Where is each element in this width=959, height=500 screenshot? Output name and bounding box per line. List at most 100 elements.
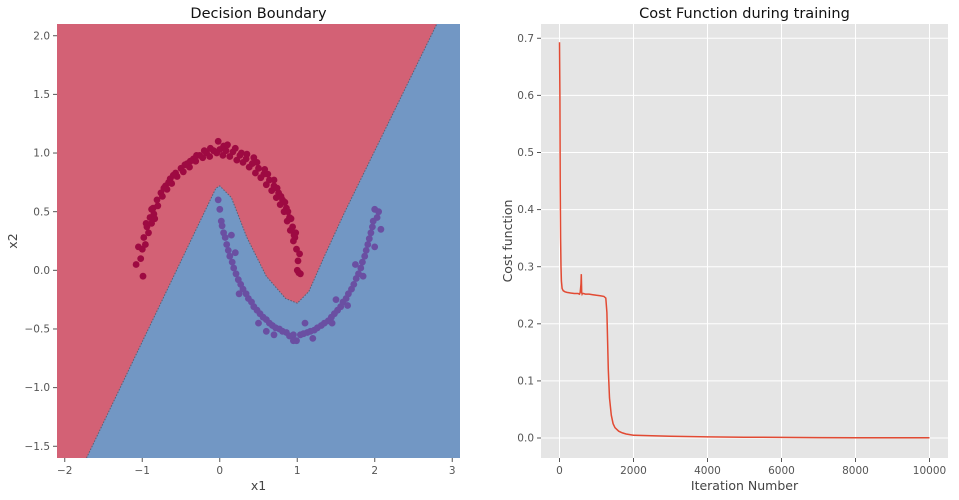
- class-1-point: [314, 324, 321, 332]
- x-tick-label: 0: [216, 465, 223, 477]
- class-0-point: [239, 159, 247, 166]
- class-0-point: [273, 184, 281, 192]
- class-0-point: [270, 176, 278, 184]
- class-1-point: [328, 313, 335, 321]
- class-0-point: [139, 272, 147, 280]
- class-1-point: [350, 281, 358, 288]
- class-0-point: [233, 156, 241, 164]
- class-1-point: [375, 208, 382, 216]
- class-0-point: [132, 261, 140, 268]
- class-1-point: [216, 205, 224, 213]
- class-1-point: [272, 324, 279, 332]
- class-1-point: [232, 270, 240, 278]
- y-tick-label: −1.0: [25, 382, 51, 394]
- class-0-point: [281, 198, 289, 206]
- class-0-point: [142, 220, 150, 227]
- x-axis-label: Iteration Number: [691, 478, 799, 493]
- class-1-point: [253, 306, 261, 314]
- x-tick-label: 1: [294, 465, 301, 477]
- y-tick-label: 1.0: [33, 148, 50, 160]
- class-0-point: [214, 137, 222, 145]
- x-tick-label: 8000: [842, 465, 869, 477]
- class-0-point: [151, 215, 159, 223]
- y-tick-label: 0.4: [517, 204, 534, 216]
- class-0-point: [169, 171, 177, 179]
- class-1-point: [262, 327, 270, 335]
- class-0-point: [193, 152, 200, 159]
- class-0-point: [286, 227, 294, 234]
- class-1-point: [332, 296, 340, 303]
- class-0-point: [206, 153, 214, 160]
- class-0-point: [199, 154, 207, 162]
- class-0-point: [137, 255, 145, 262]
- class-1-point: [367, 229, 375, 237]
- class-0-point: [135, 243, 142, 251]
- class-0-point: [231, 144, 239, 152]
- class-0-point: [165, 179, 173, 186]
- x-tick-label: −2: [57, 465, 72, 477]
- y-axis-label: x2: [5, 233, 20, 248]
- class-1-point: [357, 264, 365, 272]
- class-0-point: [192, 157, 200, 165]
- class-1-point: [309, 335, 317, 342]
- class-1-point: [218, 222, 226, 230]
- class-0-point: [186, 157, 194, 165]
- class-0-point: [179, 168, 187, 176]
- cost-function-chart: 0 2000 4000 6000 8000 10000 0.0 0.1 0.2 0.3 0.4 0.…: [500, 6, 948, 493]
- class-1-point: [214, 196, 222, 204]
- class-1-point: [255, 319, 262, 327]
- class-0-point: [250, 154, 258, 162]
- cost-series-line: [558, 42, 930, 439]
- x-axis-label: x1: [251, 478, 266, 493]
- class-1-point: [365, 235, 373, 243]
- class-1-point: [371, 243, 379, 251]
- class-1-point: [270, 331, 278, 339]
- x-tick-label: 0: [556, 465, 563, 477]
- class-1-point: [221, 234, 229, 241]
- class-1-point: [307, 327, 314, 335]
- class-0-point: [226, 153, 234, 160]
- class-1-point: [226, 252, 234, 260]
- class-0-point: [268, 187, 276, 195]
- class-1-point: [228, 258, 236, 266]
- class-0-point: [261, 166, 269, 173]
- x-tick-label: 6000: [768, 465, 795, 477]
- class-1-point: [224, 247, 232, 254]
- class-0-point: [148, 205, 156, 213]
- y-tick-label: 0.5: [33, 206, 50, 218]
- y-tick-label: 0.0: [33, 265, 50, 277]
- x-tick-label: −1: [135, 465, 150, 477]
- plot-background: [541, 24, 948, 458]
- class-1-point: [377, 225, 385, 233]
- y-tick-label: 0.5: [517, 147, 534, 159]
- class-0-point: [277, 193, 285, 200]
- class-1-point: [231, 249, 239, 257]
- y-tick-label: 0.0: [517, 433, 534, 445]
- class-1-point: [301, 319, 309, 327]
- class-1-point: [373, 214, 381, 221]
- class-1-point: [230, 264, 238, 272]
- class-1-point: [300, 330, 307, 338]
- y-tick-label: −0.5: [25, 324, 51, 336]
- class-0-point: [159, 193, 166, 200]
- class-1-point: [279, 327, 286, 335]
- class-0-point: [224, 141, 231, 149]
- class-1-point: [352, 261, 359, 268]
- x-tick-label: 3: [449, 465, 456, 477]
- class-0-point: [262, 181, 270, 189]
- chart-title: Cost Function during training: [639, 6, 850, 22]
- x-tick-label: 2000: [620, 465, 647, 477]
- class-0-point: [284, 208, 292, 216]
- class-1-point: [242, 290, 250, 298]
- class-0-point: [296, 250, 303, 258]
- class-1-point: [339, 298, 347, 306]
- y-axis-label: Cost function: [500, 200, 515, 283]
- class-1-point: [361, 252, 369, 260]
- y-tick-label: 1.5: [33, 89, 50, 101]
- y-tick-label: 0.6: [517, 90, 534, 102]
- class-1-point: [266, 319, 273, 327]
- class-0-point: [181, 161, 189, 169]
- class-0-point: [290, 231, 298, 239]
- class-0-point: [287, 215, 295, 223]
- class-0-point: [160, 184, 168, 192]
